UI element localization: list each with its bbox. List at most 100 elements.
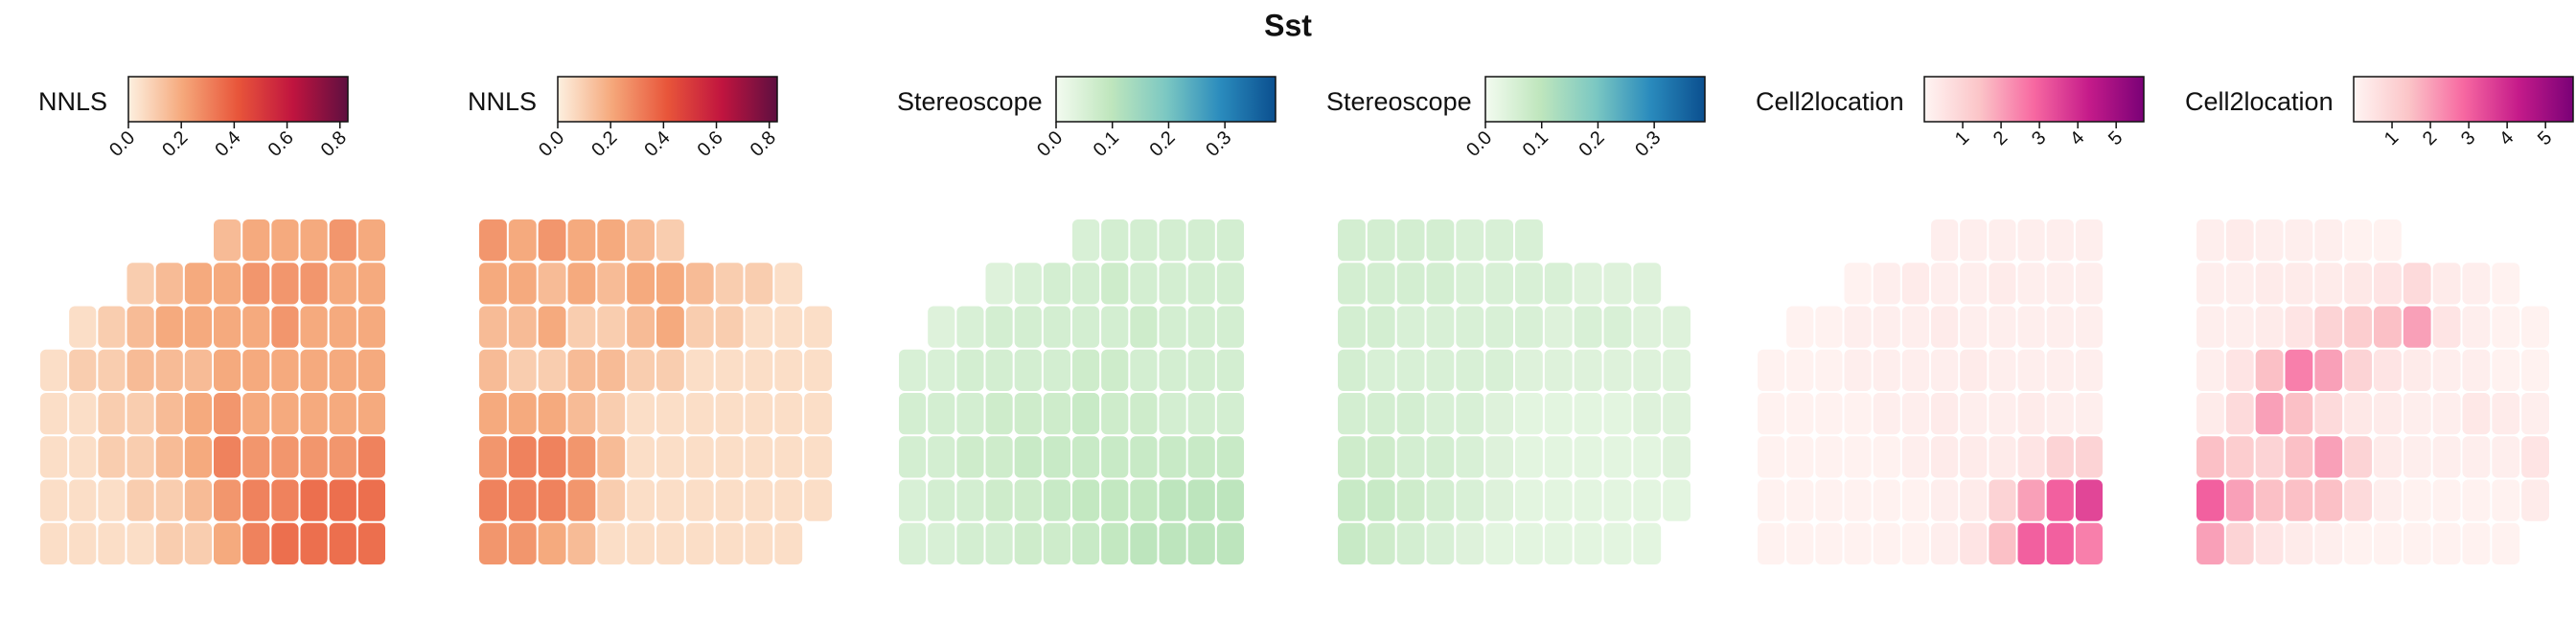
colorbar-tick-label: 0.3 — [1631, 127, 1665, 161]
spot — [2225, 479, 2254, 521]
spot — [715, 349, 744, 391]
spot — [538, 522, 566, 564]
spot — [2403, 522, 2431, 564]
spot — [656, 436, 684, 478]
spot — [985, 393, 1013, 435]
spot — [1426, 436, 1455, 478]
spot — [2285, 306, 2313, 348]
spot — [1633, 263, 1662, 305]
spot — [1844, 479, 1872, 521]
spot — [2225, 522, 2254, 564]
spot — [2492, 349, 2520, 391]
spot — [2285, 436, 2313, 478]
spot — [627, 479, 655, 521]
spot — [1960, 436, 1988, 478]
spot — [2374, 219, 2402, 262]
spot — [357, 306, 385, 348]
spot — [1216, 263, 1244, 305]
spot — [1633, 349, 1662, 391]
spot — [538, 349, 566, 391]
spot — [1515, 436, 1543, 478]
spot — [1515, 349, 1543, 391]
colorbar-label: Stereoscope — [1326, 87, 1472, 116]
spot — [1786, 522, 1814, 564]
colorbar — [557, 76, 778, 123]
spot — [300, 479, 328, 521]
spot — [1960, 219, 1988, 262]
spot — [184, 393, 212, 435]
spot — [1989, 522, 2016, 564]
spot — [538, 436, 566, 478]
spot — [1515, 306, 1543, 348]
spot — [656, 263, 684, 305]
colorbar-tick-label: 0.0 — [1462, 127, 1496, 161]
spot — [184, 436, 212, 478]
spot — [1426, 393, 1455, 435]
spot — [1758, 393, 1785, 435]
spot — [1130, 436, 1158, 478]
spot — [2196, 263, 2224, 305]
colorbar-tick-label: 0.8 — [317, 127, 351, 161]
spot — [214, 306, 242, 348]
spot — [2285, 263, 2313, 305]
spot — [508, 219, 537, 262]
spot — [2462, 436, 2491, 478]
spot — [329, 219, 356, 262]
spot — [1367, 219, 1395, 262]
spot — [899, 393, 927, 435]
spot — [1844, 349, 1872, 391]
spot — [2225, 306, 2254, 348]
spot — [98, 393, 126, 435]
spot — [214, 219, 242, 262]
spot — [300, 436, 328, 478]
spot — [2255, 393, 2284, 435]
spot — [2075, 263, 2103, 305]
spot — [1338, 349, 1366, 391]
spot — [300, 393, 328, 435]
spot — [2255, 479, 2284, 521]
spot — [1072, 219, 1100, 262]
spot — [804, 479, 832, 521]
spot — [656, 522, 684, 564]
spot — [1663, 393, 1690, 435]
spot — [1396, 393, 1425, 435]
spot — [1574, 479, 1602, 521]
spot — [2196, 479, 2224, 521]
spot — [1574, 436, 1602, 478]
spot — [656, 306, 684, 348]
spot — [1815, 349, 1843, 391]
spot — [2046, 522, 2074, 564]
spot — [271, 436, 299, 478]
spot — [329, 479, 356, 521]
spot — [126, 263, 154, 305]
spot — [1456, 349, 1484, 391]
spot — [1989, 306, 2016, 348]
spot — [2374, 522, 2402, 564]
spot — [1043, 263, 1070, 305]
spot — [745, 479, 773, 521]
spot — [1426, 306, 1455, 348]
spot — [329, 349, 356, 391]
spot — [956, 393, 984, 435]
spot — [1426, 263, 1455, 305]
spot — [1901, 436, 1929, 478]
spot — [184, 306, 212, 348]
spot — [715, 479, 744, 521]
spot — [1989, 263, 2016, 305]
spot — [2255, 263, 2284, 305]
spot — [1159, 393, 1186, 435]
spot — [1544, 393, 1573, 435]
spot — [2403, 263, 2431, 305]
panel: NNLS 0.0 0.2 0.4 0.6 0.8 — [38, 76, 385, 564]
spot — [1338, 306, 1366, 348]
spot — [329, 306, 356, 348]
colorbar — [2353, 76, 2574, 123]
spot — [40, 522, 68, 564]
spot — [69, 522, 97, 564]
spot — [155, 306, 183, 348]
spot — [1426, 219, 1455, 262]
spot — [300, 349, 328, 391]
spot — [1989, 349, 2016, 391]
spot — [184, 349, 212, 391]
spot — [214, 263, 242, 305]
